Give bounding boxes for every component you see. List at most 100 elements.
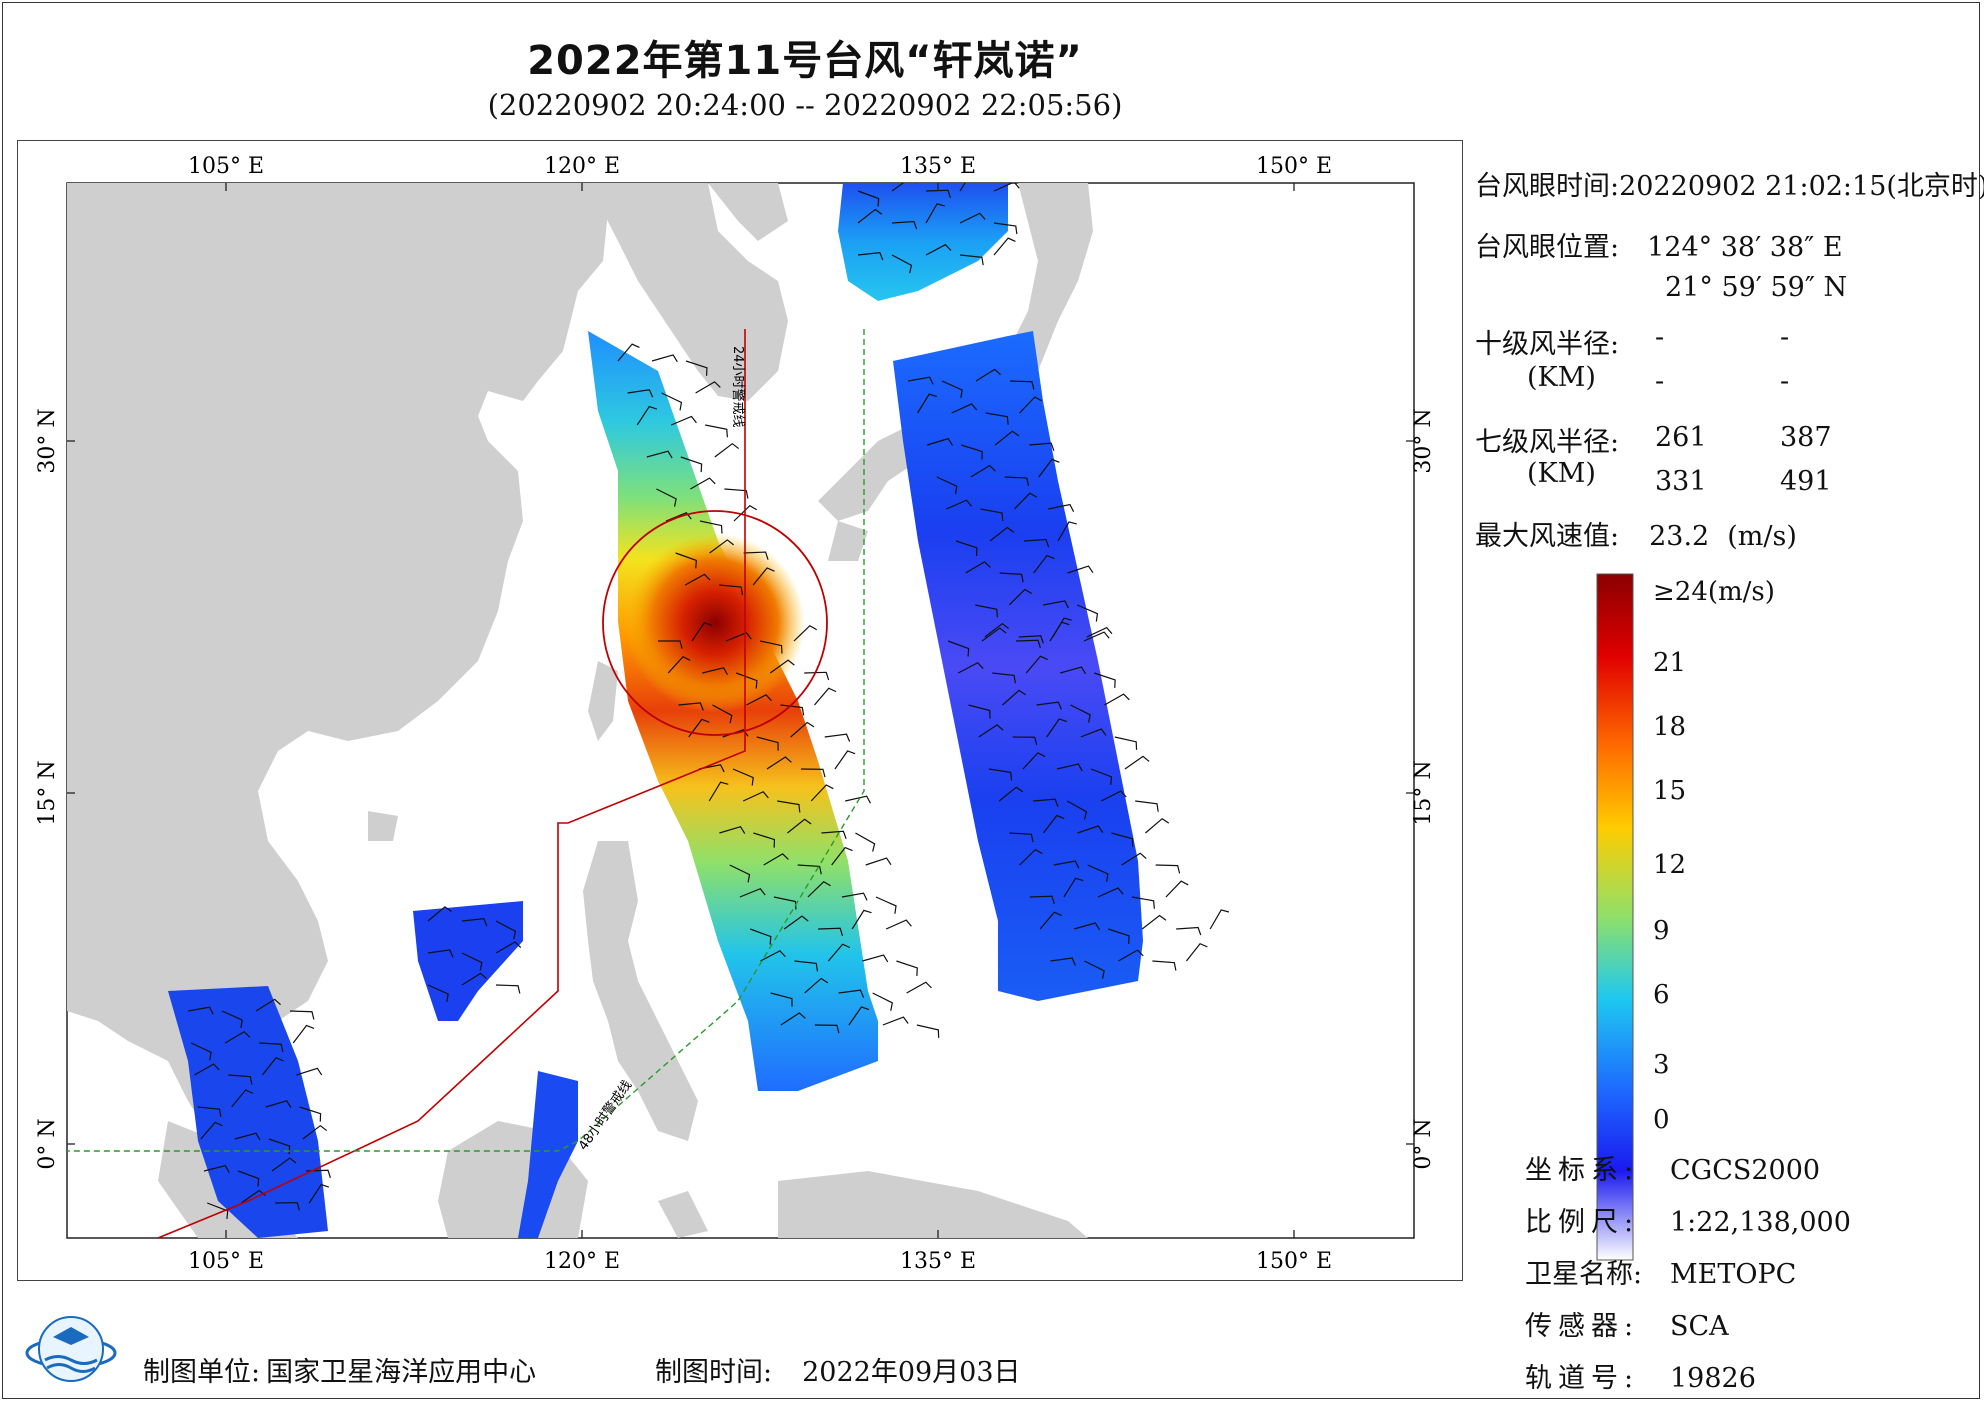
lon-tick-label: 135° E <box>900 154 976 179</box>
wind-barb <box>1152 960 1177 971</box>
r7-value: 491 <box>1780 466 1832 497</box>
wind-barb <box>770 992 793 1007</box>
wind-barb <box>970 464 996 478</box>
wind-barb <box>627 389 654 398</box>
wind-barb <box>495 984 521 994</box>
wind-barb <box>261 1057 284 1076</box>
wind-barb <box>231 1089 254 1108</box>
sensor-label: 传感器: <box>1525 1311 1640 1342</box>
lat-tick-label: 15° N <box>1411 760 1436 825</box>
wind-barb <box>980 508 1004 521</box>
wind-barb <box>461 918 488 927</box>
wind-barb <box>1018 635 1044 644</box>
wind-barb <box>988 768 1013 781</box>
wind-barb <box>292 1024 315 1044</box>
wind-barb <box>959 254 984 266</box>
colorbar-label: 15 <box>1653 776 1687 806</box>
wind-barb <box>743 551 769 560</box>
hainan <box>368 811 398 841</box>
lon-tick-label: 105° E <box>188 154 264 179</box>
wind-barb <box>855 832 876 852</box>
wind-barb <box>827 943 851 962</box>
wind-barb <box>1107 928 1130 944</box>
wind-map[interactable]: 24小时警戒线 48小时警戒线 105° E 120° E 135° E 150… <box>18 141 1464 1282</box>
wind-barb <box>1209 909 1230 930</box>
wind-barb <box>1012 736 1038 746</box>
line-48h <box>67 329 865 1152</box>
wind-barb <box>1145 817 1170 834</box>
wind-barb <box>675 552 697 569</box>
wind-barb <box>885 919 912 930</box>
wind-barb <box>1019 848 1043 866</box>
wind-barb <box>678 702 704 711</box>
typhoon-core <box>625 533 805 713</box>
colorbar-label: 21 <box>1653 648 1687 678</box>
wind-barb <box>709 539 734 554</box>
wind-barb <box>1063 877 1084 898</box>
orbit-value: 19826 <box>1670 1363 1756 1394</box>
wind-barb <box>1002 689 1026 706</box>
wind-barb <box>1038 458 1060 478</box>
wind-barb <box>1050 957 1076 966</box>
scale-label: 比例尺: <box>1525 1207 1640 1238</box>
sensor-value: SCA <box>1670 1311 1729 1342</box>
wind-barb <box>271 1157 297 1172</box>
wind-barb <box>736 672 758 689</box>
wind-barb <box>994 430 1020 446</box>
wind-barb <box>814 687 837 706</box>
wind-barb <box>1033 554 1055 574</box>
crs-row: 坐标系: CGCS2000 <box>1525 1148 1820 1187</box>
wind-barb <box>941 380 963 398</box>
wind-barb <box>891 254 913 274</box>
wind-barb <box>1121 852 1147 866</box>
asia-mainland <box>67 183 608 1191</box>
wind-barb <box>1056 763 1083 772</box>
land-layer <box>67 183 1093 1238</box>
footer-unit: 制图单位: 国家卫星海洋应用中心 <box>143 1350 536 1389</box>
wind-barb <box>1165 880 1189 898</box>
wind-barb <box>1048 503 1075 512</box>
wind-barb <box>917 393 937 414</box>
wind-barb <box>732 768 754 786</box>
lat-tick-label: 0° N <box>35 1118 60 1169</box>
wind-barb <box>752 567 775 586</box>
colorbar-label: 18 <box>1653 712 1687 742</box>
wind-barb <box>882 1016 909 1026</box>
wind-barb <box>661 392 683 411</box>
wind-barb <box>1090 768 1113 785</box>
lat-labels-right: 30° N 15° N 0° N <box>1411 408 1436 1169</box>
wind-barb <box>975 368 1001 382</box>
lon-tick-label: 135° E <box>900 1249 976 1274</box>
wind-barb <box>461 972 487 986</box>
lon-tick-label: 120° E <box>544 1249 620 1274</box>
wind-barb <box>1118 949 1144 962</box>
wind-barb <box>224 1030 251 1044</box>
eye-time-value: 20220902 21:02:15(北京时) <box>1619 171 1984 202</box>
eye-pos-row: 台风眼位置: 124° 38′ 38″ E <box>1475 225 1843 264</box>
wind-barb <box>719 826 746 834</box>
wind-barb <box>760 950 786 962</box>
wind-barb <box>725 632 752 642</box>
colorbar-label: 6 <box>1653 980 1670 1010</box>
wind-barb <box>1097 887 1124 898</box>
wind-barb <box>1076 604 1099 622</box>
wind-barb <box>646 450 673 459</box>
footer-time: 制图时间: 2022年09月03日 <box>655 1350 1021 1389</box>
r10-value: - <box>1655 366 1665 397</box>
crs-value: CGCS2000 <box>1670 1155 1821 1186</box>
wind-barb <box>1131 896 1155 909</box>
wind-barb <box>993 183 1020 192</box>
wind-barb <box>763 853 789 866</box>
wind-barb <box>296 1067 323 1076</box>
r7-value: 331 <box>1655 466 1707 497</box>
wind-barb <box>1087 864 1109 882</box>
wind-barb <box>1141 914 1167 930</box>
r7-value: 261 <box>1655 422 1707 453</box>
wind-barb <box>947 640 970 657</box>
swath-north <box>838 183 1008 301</box>
wind-barb <box>907 376 934 385</box>
wind-barb <box>957 662 984 674</box>
footer-unit-label: 制图单位: <box>143 1357 261 1388</box>
wind-barb <box>1155 864 1181 874</box>
wind-barb <box>857 208 883 224</box>
